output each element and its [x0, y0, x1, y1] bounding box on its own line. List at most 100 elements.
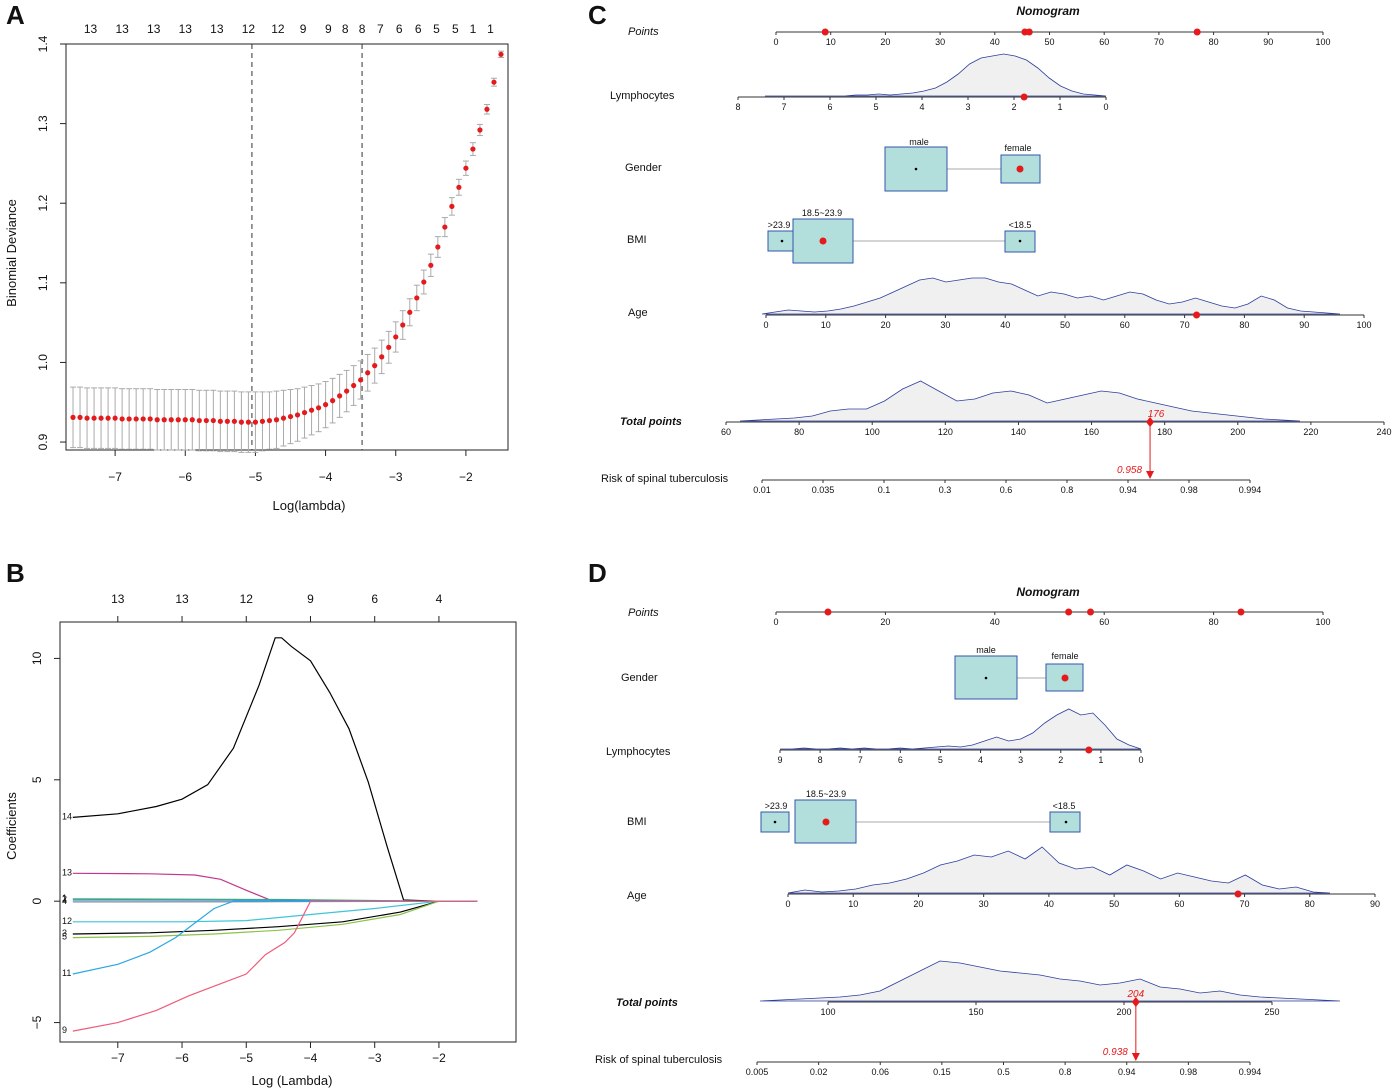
panel-a-deviance-point: [470, 146, 476, 152]
panel-c-bmi-low-text: <18.5: [1009, 220, 1032, 230]
panel-label-a: A: [6, 0, 25, 30]
panel-d-points-tick-label: 100: [1315, 617, 1330, 627]
panel-d-age-label: Age: [627, 890, 647, 902]
panel-b-series-label: 3: [62, 928, 67, 938]
panel-d-lymph-tick-label: 4: [978, 755, 983, 765]
panel-c-gender-male-box: [884, 146, 948, 192]
panel-a-deviance-point: [442, 224, 448, 230]
panel-d-bmi-high-text: >23.9: [765, 801, 788, 811]
panel-b-top-count: 13: [175, 592, 189, 606]
panel-c-total-tick-label: 60: [721, 427, 731, 437]
panel-d-points-marker: [1065, 608, 1073, 616]
panel-b-series-label: 2: [62, 894, 67, 904]
panel-c-total-tick-label: 240: [1376, 427, 1391, 437]
panel-b-top-count: 4: [436, 592, 443, 606]
panel-c-points-label: Points: [628, 26, 659, 38]
panel-c-projection-arrow: [1146, 471, 1155, 479]
panel-c-bmi-label: BMI: [627, 234, 647, 246]
panel-c-lymph-tick-label: 7: [781, 102, 786, 112]
panel-c-bmi-normal-text: 18.5~23.9: [802, 208, 842, 218]
panel-b-series-label: 13: [62, 867, 72, 877]
panel-d-gender-male-dot: [984, 676, 988, 680]
panel-a-deviance-point: [91, 415, 97, 421]
panel-a-top-count: 1: [487, 22, 494, 36]
panel-d-total-density: [759, 960, 1341, 1002]
panel-a-top-count: 13: [147, 22, 161, 36]
panel-c-total-points-label: Total points: [620, 416, 682, 428]
panel-d-age-tick-label: 40: [1044, 899, 1054, 909]
panel-d-points-tick-label: 40: [990, 617, 1000, 627]
panel-a-xtick-label: −4: [319, 470, 333, 484]
panel-d-total-tick-label: 100: [820, 1007, 835, 1017]
panel-c-total-tick-label: 140: [1011, 427, 1026, 437]
panel-b-coefficient-path-plot: Log (Lambda) Coefficients −7 −6 −5 −4 −3 −2 −…: [4, 592, 517, 1088]
panel-d-points-tick-label: 60: [1099, 617, 1109, 627]
panel-c-bmi-high-text: >23.9: [768, 220, 791, 230]
panel-a-deviance-point: [294, 412, 301, 418]
panel-a-deviance-point: [322, 402, 329, 408]
panel-b-series-label: 9: [62, 1025, 67, 1035]
panel-a-deviance-point: [84, 415, 90, 421]
panel-a-top-count: 13: [115, 22, 129, 36]
panel-a-deviance-point: [344, 388, 350, 394]
panel-a-deviance-point: [147, 416, 153, 422]
panel-a-ytick-label: 0.9: [36, 433, 50, 450]
panel-a-deviance-point: [266, 417, 273, 424]
panel-b-top-count: 9: [307, 592, 314, 606]
panel-d-risk-tick-label: 0.005: [746, 1067, 769, 1077]
panel-c-age-tick-label: 100: [1356, 320, 1371, 330]
panel-a-deviance-point: [308, 407, 315, 413]
panel-d-risk-tick-label: 0.06: [871, 1067, 889, 1077]
panel-a-deviance-point: [491, 79, 497, 85]
panel-d-points-marker: [824, 608, 832, 616]
panel-c-gender-female-marker: [1016, 165, 1024, 173]
panel-d-total-tick-label: 250: [1264, 1007, 1279, 1017]
panel-a-ytick-label: 1.4: [36, 35, 50, 52]
panel-a-deviance-point: [175, 417, 181, 423]
panel-a-deviance-point: [301, 409, 308, 416]
panel-c-total-marker: [1146, 417, 1155, 427]
panel-a-ytick-label: 1.0: [36, 354, 50, 371]
panel-a-xtick-label: −3: [389, 470, 403, 484]
panel-d-total-tick-label: 200: [1116, 1007, 1131, 1017]
panel-c-lymph-tick-label: 8: [735, 102, 740, 112]
panel-d-age-tick-label: 80: [1305, 899, 1315, 909]
panel-d-risk-tick-label: 0.98: [1180, 1067, 1198, 1077]
panel-a-deviance-point: [245, 419, 252, 425]
panel-a-top-count: 7: [377, 22, 384, 36]
panel-c-title: Nomogram: [1016, 4, 1080, 18]
panel-d-gender-female-marker: [1061, 674, 1069, 682]
panel-d-total-tick-label: 150: [968, 1007, 983, 1017]
panel-c-age-tick-label: 30: [940, 320, 950, 330]
panel-b-xlabel: Log (Lambda): [252, 1073, 333, 1088]
panel-a-xtick-label: −5: [249, 470, 263, 484]
panel-a-top-count: 6: [415, 22, 422, 36]
panel-c-points-tick-label: 90: [1263, 37, 1273, 47]
panel-b-coef-path-12: [72, 900, 478, 923]
panel-a-deviance-point: [421, 279, 427, 285]
panel-a-deviance-point: [315, 405, 322, 411]
panel-d-lymph-tick-label: 6: [898, 755, 903, 765]
panel-c-points-tick-label: 50: [1044, 37, 1054, 47]
panel-c-age-density: [761, 277, 1341, 315]
panel-b-coef-path-5: [72, 900, 478, 939]
panel-c-risk-tick-label: 0.94: [1119, 485, 1137, 495]
panel-b-coef-path-9: [72, 900, 478, 1032]
panel-d-bmi-label: BMI: [627, 816, 647, 828]
panel-b-xtick-label: −4: [304, 1051, 318, 1065]
panel-d-age-tick-label: 20: [913, 899, 923, 909]
panel-d-lymph-tick-label: 7: [858, 755, 863, 765]
panel-c-total-tick-label: 120: [938, 427, 953, 437]
panel-a-deviance-point: [168, 417, 174, 423]
panel-a-cv-deviance-plot: Log(lambda) Binomial Deviance −7 −6 −5 −4 −3…: [4, 22, 509, 513]
panel-a-xtick-label: −6: [178, 470, 192, 484]
panel-c-points-tick-label: 10: [826, 37, 836, 47]
panel-a-xtick-label: −7: [108, 470, 122, 484]
panel-a-deviance-point: [365, 370, 371, 376]
panel-c-total-tick-label: 160: [1084, 427, 1099, 437]
panel-d-bmi-low-text: <18.5: [1053, 801, 1076, 811]
panel-d-age-tick-label: 50: [1109, 899, 1119, 909]
panel-a-deviance-point: [484, 106, 490, 112]
panel-d-risk-tick-label: 0.994: [1239, 1067, 1262, 1077]
panel-a-ylabel: Binomial Deviance: [4, 199, 19, 307]
